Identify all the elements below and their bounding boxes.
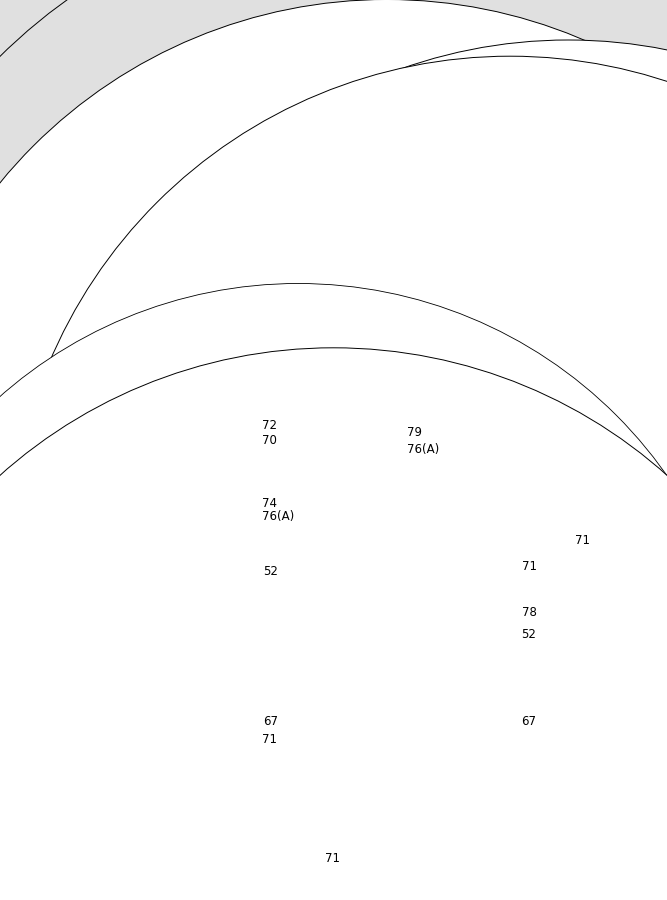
Polygon shape	[63, 770, 273, 806]
Text: 173: 173	[65, 634, 88, 647]
Polygon shape	[63, 634, 287, 670]
Text: 70: 70	[262, 435, 277, 447]
Circle shape	[0, 410, 362, 900]
Circle shape	[10, 56, 667, 900]
Polygon shape	[63, 760, 247, 796]
Polygon shape	[309, 698, 319, 783]
Text: 1: 1	[180, 469, 187, 482]
Polygon shape	[339, 56, 408, 70]
Circle shape	[0, 140, 424, 840]
Text: 134: 134	[415, 156, 438, 168]
Circle shape	[0, 140, 484, 840]
Circle shape	[3, 0, 667, 469]
Polygon shape	[450, 627, 515, 634]
Polygon shape	[454, 713, 520, 725]
Polygon shape	[25, 155, 42, 173]
Circle shape	[0, 347, 667, 900]
Text: 76(A): 76(A)	[262, 510, 294, 523]
Polygon shape	[100, 263, 120, 274]
Text: 71: 71	[262, 734, 277, 746]
Polygon shape	[57, 482, 190, 497]
Text: 22(B): 22(B)	[40, 266, 73, 278]
Circle shape	[0, 0, 667, 673]
Polygon shape	[387, 56, 408, 133]
Text: 79: 79	[407, 427, 422, 439]
Text: 20: 20	[99, 71, 113, 84]
Text: A/T: A/T	[262, 393, 284, 406]
Polygon shape	[177, 126, 223, 216]
Circle shape	[0, 391, 362, 891]
Polygon shape	[364, 248, 394, 279]
Text: FRAME: FRAME	[30, 788, 75, 800]
Polygon shape	[277, 616, 319, 623]
Polygon shape	[263, 522, 275, 558]
Polygon shape	[143, 441, 177, 491]
Polygon shape	[454, 560, 510, 632]
Circle shape	[68, 40, 667, 900]
Polygon shape	[560, 524, 570, 556]
Circle shape	[0, 0, 547, 762]
Bar	[8, 314, 311, 605]
Polygon shape	[223, 106, 247, 216]
Text: 22(A): 22(A)	[85, 322, 117, 335]
Polygon shape	[50, 180, 103, 243]
Polygon shape	[43, 263, 60, 274]
Text: 177: 177	[35, 141, 57, 154]
Polygon shape	[87, 659, 297, 695]
Text: 22(B): 22(B)	[68, 550, 101, 562]
Polygon shape	[177, 106, 247, 126]
Polygon shape	[334, 130, 388, 140]
Text: 71: 71	[522, 561, 536, 573]
Polygon shape	[450, 555, 515, 562]
Polygon shape	[36, 427, 55, 445]
Polygon shape	[275, 540, 432, 558]
Circle shape	[0, 0, 650, 612]
Polygon shape	[87, 432, 147, 482]
Circle shape	[22, 0, 667, 436]
Polygon shape	[40, 162, 123, 180]
Polygon shape	[277, 698, 287, 783]
Bar	[327, 14, 494, 232]
Text: 71: 71	[575, 534, 590, 546]
Polygon shape	[43, 243, 130, 261]
Text: 76(A): 76(A)	[407, 443, 439, 455]
Circle shape	[0, 284, 667, 900]
Text: 67: 67	[263, 716, 278, 728]
Text: 252: 252	[65, 337, 88, 349]
Polygon shape	[103, 180, 130, 261]
Polygon shape	[133, 338, 200, 369]
Text: 20: 20	[175, 374, 190, 386]
Circle shape	[0, 140, 454, 840]
Polygon shape	[366, 234, 392, 248]
Text: A/T: A/T	[331, 13, 354, 27]
Text: 22(A): 22(A)	[180, 46, 212, 58]
Circle shape	[0, 140, 514, 840]
Polygon shape	[277, 554, 319, 560]
Polygon shape	[334, 130, 340, 182]
Circle shape	[0, 0, 667, 670]
Bar	[8, 608, 311, 889]
Text: M/T: M/T	[360, 393, 384, 406]
Text: 197: 197	[415, 94, 438, 107]
Text: 2: 2	[228, 111, 235, 123]
Circle shape	[0, 0, 650, 648]
Circle shape	[0, 428, 362, 900]
Text: 252: 252	[140, 60, 163, 73]
Polygon shape	[510, 713, 520, 796]
Polygon shape	[281, 558, 313, 621]
Polygon shape	[263, 522, 432, 540]
Polygon shape	[57, 184, 97, 236]
Circle shape	[0, 110, 662, 900]
Circle shape	[0, 128, 662, 900]
Polygon shape	[57, 441, 90, 491]
Text: 71: 71	[325, 852, 340, 865]
Text: 52: 52	[522, 628, 536, 641]
Text: 84: 84	[65, 671, 80, 684]
Polygon shape	[339, 70, 387, 133]
